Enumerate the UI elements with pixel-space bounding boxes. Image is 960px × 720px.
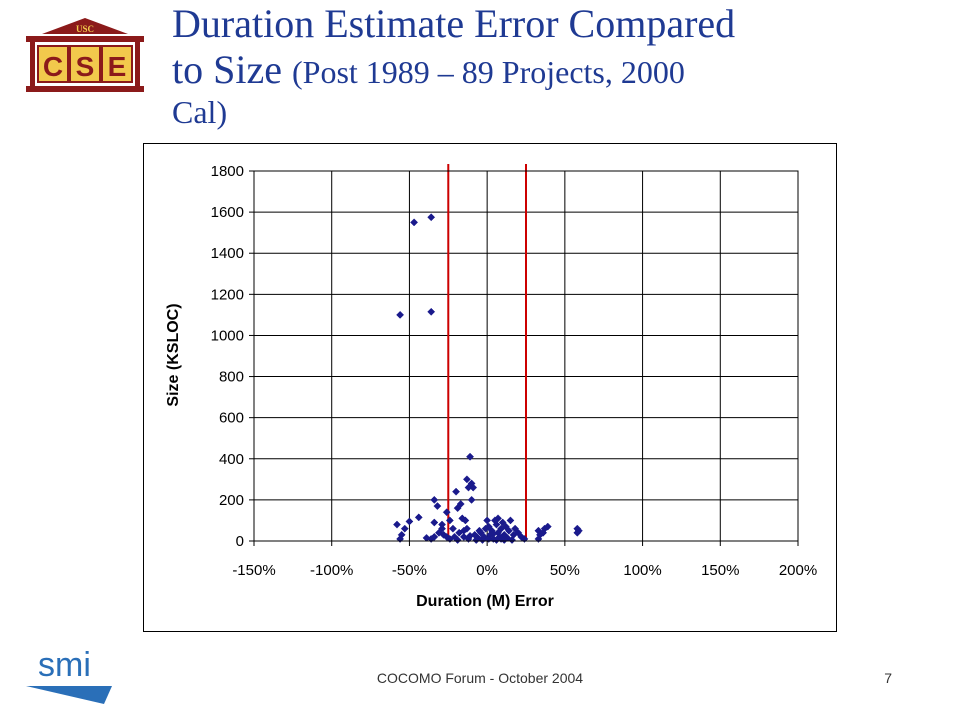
data-point	[489, 529, 498, 538]
logo-block-e	[101, 45, 133, 83]
data-point	[448, 524, 457, 533]
data-point	[422, 533, 431, 542]
data-point	[483, 516, 492, 525]
footer-text: COCOMO Forum - October 2004	[376, 670, 584, 686]
data-point	[442, 532, 451, 541]
smi-logo: smi	[26, 648, 112, 704]
title-line-2-main: to Size	[172, 47, 292, 92]
logo-pillar	[135, 42, 140, 86]
x-tick-label: 150%	[701, 562, 739, 579]
x-tick-label: 0%	[476, 562, 498, 579]
data-point	[396, 310, 405, 319]
logo-letter-e: E	[108, 51, 127, 82]
data-point	[427, 534, 436, 543]
data-point	[414, 513, 423, 522]
data-point	[469, 483, 478, 492]
x-tick-label: 200%	[779, 562, 817, 579]
x-tick-label: 100%	[623, 562, 661, 579]
x-tick-label: 50%	[550, 562, 580, 579]
data-point	[543, 522, 552, 531]
data-point	[462, 475, 471, 484]
x-tick-label: -150%	[232, 562, 275, 579]
data-point	[520, 534, 529, 543]
data-point	[492, 520, 501, 529]
data-point	[430, 532, 439, 541]
title-line-1: Duration Estimate Error Compared	[172, 1, 736, 46]
data-point	[472, 536, 481, 544]
slide-title: Duration Estimate Error Compared to Size…	[172, 1, 932, 130]
tick-labels: 0 200 400 600 800 1000 1200 1400 1600 1800 -150% -1…	[211, 163, 818, 579]
data-point	[508, 536, 516, 544]
logo-letter-s: S	[76, 51, 95, 82]
data-points	[393, 213, 583, 544]
logo-roof	[42, 18, 128, 34]
y-tick-label: 1600	[211, 204, 244, 221]
data-point	[574, 526, 583, 535]
title-line-2: to Size (Post 1989 – 89 Projects, 2000	[172, 50, 932, 90]
data-point	[430, 518, 439, 527]
data-point	[506, 516, 515, 525]
smi-logo-text: smi	[38, 648, 91, 684]
y-tick-label: 200	[219, 492, 244, 509]
data-point	[427, 213, 436, 222]
data-point	[466, 452, 474, 461]
title-line-2-sub: (Post 1989 – 89 Projects, 2000	[291, 54, 685, 90]
data-point	[459, 532, 468, 541]
threshold-lines	[447, 164, 527, 541]
data-point	[504, 526, 513, 535]
data-point	[410, 218, 419, 227]
plot-border	[253, 170, 799, 542]
x-tick-label: -50%	[392, 562, 427, 579]
logo-usc-text: USC	[76, 24, 94, 34]
y-tick-label: 600	[219, 410, 244, 427]
data-point	[430, 495, 439, 504]
x-axis-label: Duration (M) Error	[416, 593, 554, 610]
data-point	[433, 502, 442, 511]
logo-letter-c: C	[43, 51, 63, 82]
y-tick-label: 1000	[211, 327, 244, 344]
data-point	[453, 536, 462, 544]
logo-block-c	[37, 45, 69, 83]
axes	[249, 170, 799, 546]
logo-beam	[26, 36, 144, 42]
chart-frame: 0 200 400 600 800 1000 1200 1400 1600 1800 -150% -1…	[143, 143, 837, 632]
data-point	[453, 504, 462, 513]
y-tick-label: 400	[219, 451, 244, 468]
y-tick-label: 1400	[211, 245, 244, 262]
y-tick-label: 1800	[211, 163, 244, 180]
y-tick-label: 0	[236, 533, 244, 550]
logo-block-s	[69, 45, 101, 83]
data-point	[400, 524, 409, 533]
data-point	[427, 307, 436, 316]
smi-swoosh	[26, 686, 112, 704]
data-point	[478, 536, 487, 544]
y-axis-label: Size (KSLOC)	[165, 303, 182, 406]
y-tick-label: 1200	[211, 286, 244, 303]
data-point	[517, 532, 526, 541]
logo-base	[26, 86, 144, 92]
data-point	[445, 516, 454, 525]
data-point	[467, 495, 476, 504]
data-point	[494, 514, 502, 523]
data-point	[393, 520, 401, 529]
y-tick-label: 800	[219, 369, 244, 386]
title-line-3: Cal)	[172, 94, 228, 130]
data-point	[461, 516, 470, 525]
cse-logo: USC C S E	[26, 18, 144, 92]
data-point	[438, 520, 447, 529]
data-point	[442, 508, 451, 517]
data-point	[459, 526, 468, 535]
logo-pillar	[30, 42, 35, 86]
data-point	[405, 517, 414, 526]
x-tick-label: -100%	[310, 562, 353, 579]
page-number: 7	[884, 670, 892, 686]
data-point	[452, 487, 461, 496]
scatter-chart: 0 200 400 600 800 1000 1200 1400 1600 1800 -150% -1…	[165, 163, 818, 610]
data-point	[466, 531, 474, 540]
data-point	[539, 528, 548, 537]
